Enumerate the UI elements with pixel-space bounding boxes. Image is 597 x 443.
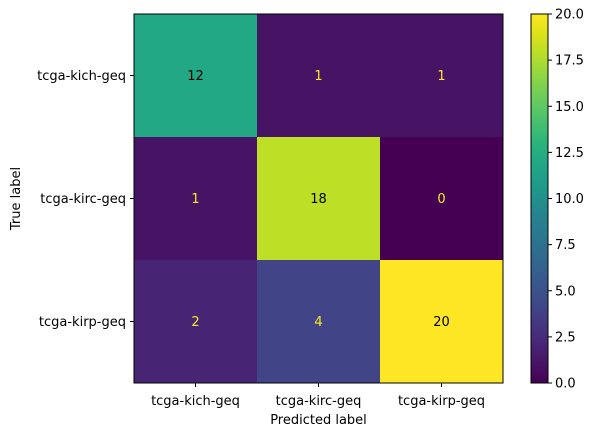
matrix-cell — [380, 260, 504, 384]
x-tick-label: tcga-kich-geq — [151, 394, 240, 409]
y-tick-label: tcga-kirc-geq — [40, 192, 126, 207]
colorbar-tick-label: 0.0 — [555, 377, 576, 392]
matrix-cell-value: 18 — [310, 192, 327, 207]
matrix-cell-value: 2 — [191, 315, 199, 330]
matrix-cell-value: 20 — [433, 315, 450, 330]
colorbar-tick-label: 10.0 — [555, 192, 584, 207]
y-axis-ticks: tcga-kich-geq tcga-kirc-geq tcga-kirp-geq — [37, 69, 134, 330]
x-axis-ticks: tcga-kich-geq tcga-kirc-geq tcga-kirp-geq — [151, 383, 485, 409]
colorbar-ticks: 0.0 2.5 5.0 7.5 10.0 12.5 15.0 17.5 20.0 — [548, 8, 584, 392]
matrix-cell-value: 1 — [437, 69, 445, 84]
matrix-cell — [257, 260, 381, 384]
matrix-cell-value: 0 — [437, 192, 445, 207]
colorbar-tick-label: 15.0 — [555, 100, 584, 115]
x-tick-label: tcga-kirc-geq — [276, 394, 362, 409]
matrix-cells — [134, 14, 504, 384]
matrix-cell — [257, 137, 381, 261]
matrix-cell-value: 4 — [314, 315, 322, 330]
matrix-cell-value: 1 — [191, 192, 199, 207]
matrix-cell-labels: 12 1 1 1 18 0 2 4 20 — [187, 69, 450, 330]
y-axis-label: True label — [9, 167, 24, 231]
matrix-cell-value: 12 — [187, 69, 204, 84]
matrix-cell — [380, 14, 504, 138]
colorbar-tick-label: 5.0 — [555, 284, 576, 299]
matrix-cell — [380, 137, 504, 261]
matrix-cell — [134, 14, 258, 138]
colorbar — [531, 14, 548, 383]
colorbar-tick-label: 20.0 — [555, 8, 584, 23]
colorbar-tick-label: 7.5 — [555, 238, 576, 253]
y-tick-label: tcga-kirp-geq — [39, 315, 126, 330]
matrix-cell — [257, 14, 381, 138]
matrix-cell-value: 1 — [314, 69, 322, 84]
y-tick-label: tcga-kich-geq — [37, 69, 126, 84]
colorbar-tick-label: 12.5 — [555, 146, 584, 161]
colorbar-tick-label: 17.5 — [555, 54, 584, 69]
colorbar-tick-label: 2.5 — [555, 330, 576, 345]
matrix-cell — [134, 260, 258, 384]
x-axis-label: Predicted label — [270, 413, 367, 428]
matrix-cell — [134, 137, 258, 261]
x-tick-label: tcga-kirp-geq — [398, 394, 485, 409]
